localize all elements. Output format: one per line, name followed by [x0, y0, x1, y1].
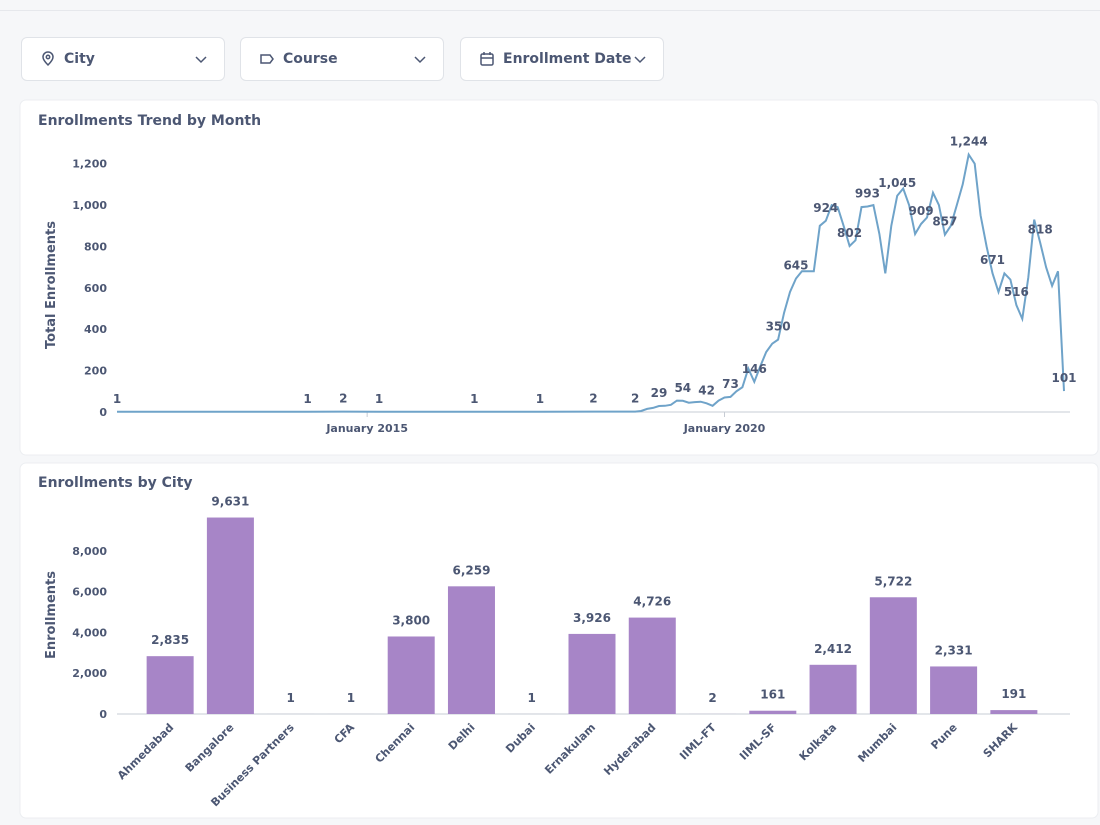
filter-course[interactable]: Course [240, 37, 444, 81]
data-label: 818 [1028, 223, 1053, 237]
bar [628, 617, 676, 714]
bar [869, 597, 917, 714]
data-label: 1 [528, 691, 536, 705]
y-tick-label: 2,000 [72, 667, 107, 680]
y-tick-label: 6,000 [72, 586, 107, 599]
data-label: 1 [470, 392, 478, 406]
data-label: 2 [631, 392, 639, 406]
data-label: 1,045 [878, 176, 916, 190]
data-label: 9,631 [211, 495, 249, 509]
data-label: 802 [837, 226, 862, 240]
filter-label: Enrollment Date [503, 51, 632, 67]
icon [634, 56, 646, 64]
data-label: 1 [113, 392, 121, 406]
y-tick-label: 0 [99, 406, 107, 419]
data-label: 350 [766, 320, 791, 334]
data-label: 2,412 [814, 642, 852, 656]
data-label: 2 [589, 392, 597, 406]
data-label: 2 [708, 691, 716, 705]
card [19, 462, 1099, 819]
icon [260, 54, 274, 64]
y-tick-label: 0 [99, 708, 107, 721]
data-label: 2 [339, 392, 347, 406]
y-tick-label: 8,000 [72, 545, 107, 558]
icon [480, 52, 494, 66]
bar [146, 656, 194, 714]
divider [0, 10, 1100, 11]
filter-label: City [64, 51, 95, 67]
data-label: 4,726 [633, 595, 671, 609]
bar [809, 664, 857, 714]
icon [42, 51, 54, 67]
data-label: 1 [375, 392, 383, 406]
bar [387, 636, 435, 714]
data-label: 857 [932, 215, 957, 229]
y-axis-label: Total Enrollments [44, 221, 59, 349]
data-label: 191 [1001, 687, 1026, 701]
data-label: 645 [783, 259, 808, 273]
data-label: 54 [674, 381, 691, 395]
data-label: 2,331 [935, 643, 973, 657]
y-tick-label: 4,000 [72, 626, 107, 639]
bar [990, 710, 1038, 714]
x-tick-label: January 2020 [683, 422, 766, 435]
bar [447, 586, 495, 714]
bar [749, 710, 797, 714]
data-label: 909 [909, 204, 934, 218]
data-label: 2,835 [151, 633, 189, 647]
y-axis-label: Enrollments [44, 571, 59, 659]
icon [414, 56, 426, 64]
data-label: 671 [980, 253, 1005, 267]
data-label: 42 [698, 383, 715, 397]
data-label: 1 [347, 691, 355, 705]
data-label: 29 [651, 386, 668, 400]
data-label: 73 [722, 377, 739, 391]
data-label: 5,722 [874, 574, 912, 588]
card [19, 99, 1099, 456]
bar [206, 517, 254, 714]
x-tick-label: January 2015 [325, 422, 408, 435]
data-label: 3,926 [573, 611, 611, 625]
y-tick-label: 200 [84, 365, 107, 378]
chart-title: Enrollments by City [38, 475, 193, 491]
y-tick-label: 400 [84, 323, 107, 336]
filter-date[interactable]: Enrollment Date [460, 37, 664, 81]
line [117, 152, 1065, 413]
data-label: 1 [303, 392, 311, 406]
data-label: 1 [286, 691, 294, 705]
y-tick-label: 800 [84, 240, 107, 253]
data-label: 993 [855, 187, 880, 201]
bar [568, 633, 616, 714]
bar [930, 666, 978, 714]
data-label: 1 [536, 392, 544, 406]
icon [195, 56, 207, 64]
y-tick-label: 600 [84, 282, 107, 295]
filter-label: Course [283, 51, 338, 67]
data-label: 3,800 [392, 613, 430, 627]
data-label: 101 [1051, 371, 1076, 385]
data-label: 516 [1004, 285, 1029, 299]
filter-city[interactable]: City [21, 37, 225, 81]
chart-title: Enrollments Trend by Month [38, 113, 261, 129]
data-label: 924 [813, 201, 838, 215]
data-label: 6,259 [452, 563, 490, 577]
data-label: 161 [760, 688, 785, 702]
data-label: 146 [742, 362, 767, 376]
y-tick-label: 1,000 [72, 199, 107, 212]
y-tick-label: 1,200 [72, 158, 107, 171]
data-label: 1,244 [950, 135, 988, 149]
